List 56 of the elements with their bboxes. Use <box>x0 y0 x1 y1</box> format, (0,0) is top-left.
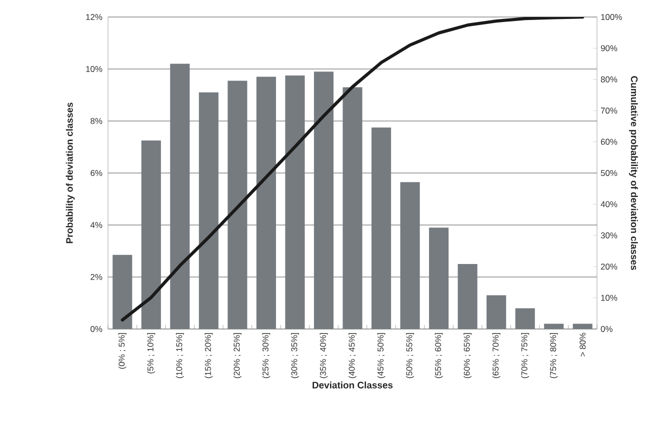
x-tick-label: > 80% <box>580 332 586 356</box>
bar <box>112 254 132 329</box>
bar <box>198 92 218 329</box>
y-tick-label: 4% <box>90 222 102 228</box>
bar <box>458 264 478 329</box>
x-tick-label: (10% ; 15%] <box>176 333 184 378</box>
x-tick-label: (60% ; 65%] <box>464 333 472 378</box>
y2-tick-label: 50% <box>600 170 618 176</box>
y2-tick-label: 80% <box>600 76 618 82</box>
y-tick-label: 6% <box>90 170 102 176</box>
x-tick-label: (40% ; 45%] <box>348 333 356 378</box>
x-tick-label: (15% ; 20%] <box>204 333 213 378</box>
y2-tick-label: 20% <box>600 264 618 270</box>
x-axis-title: Deviation Classes <box>312 381 393 388</box>
y2-tick-label: 30% <box>600 232 618 238</box>
x-tick-label: (5% ; 10%] <box>147 333 156 374</box>
bar <box>256 76 276 329</box>
bar <box>342 87 362 329</box>
y-tick-label: 0% <box>90 326 102 332</box>
bar <box>314 72 334 329</box>
y2-tick-label: 0% <box>600 326 612 332</box>
y-tick-label: 10% <box>86 66 102 72</box>
x-tick-label: (20% ; 25%] <box>233 333 242 378</box>
y-tick-label: 2% <box>90 274 102 280</box>
bar <box>515 308 535 329</box>
bar <box>141 140 161 329</box>
x-tick-label: (65% ; 70%] <box>492 333 500 378</box>
x-tick-label: (35% ; 40%] <box>320 333 328 378</box>
bar <box>486 295 506 329</box>
x-tick-label: (25% ; 30%] <box>262 333 270 378</box>
x-tick-label: (45% ; 50%] <box>377 333 386 378</box>
bar <box>228 80 248 329</box>
bar <box>572 324 592 329</box>
bar <box>285 75 305 329</box>
x-tick-label: (50% ; 55%] <box>406 333 414 378</box>
y-axis-title: Probability of deviation classes <box>66 102 75 244</box>
bar <box>544 324 564 329</box>
y-tick-label: 12% <box>86 14 102 20</box>
line-series <box>120 16 584 322</box>
y2-tick-label: 60% <box>600 138 618 145</box>
x-tick-label: (75% ; 80%] <box>550 333 558 378</box>
y2-tick-label: 100% <box>601 14 622 20</box>
x-tick-label: (0% ; 5%] <box>118 333 126 369</box>
bar <box>371 127 392 329</box>
x-tick-label: (30% ; 35%] <box>291 333 299 378</box>
y2-tick-label: 70% <box>600 108 618 114</box>
y-tick-label: 8% <box>90 118 102 124</box>
x-tick-label: (70% ; 75%] <box>521 333 530 378</box>
y2-tick-label: 10% <box>601 294 618 301</box>
x-tick-label: (55% ; 60%] <box>434 333 443 378</box>
y2-tick-label: 90% <box>600 45 618 52</box>
bar <box>170 64 190 329</box>
bar <box>400 182 420 329</box>
y2-tick-label: 40% <box>600 201 618 208</box>
bar <box>429 228 449 329</box>
y2-axis-title: Cumulative probability of deviation classes <box>629 76 638 270</box>
